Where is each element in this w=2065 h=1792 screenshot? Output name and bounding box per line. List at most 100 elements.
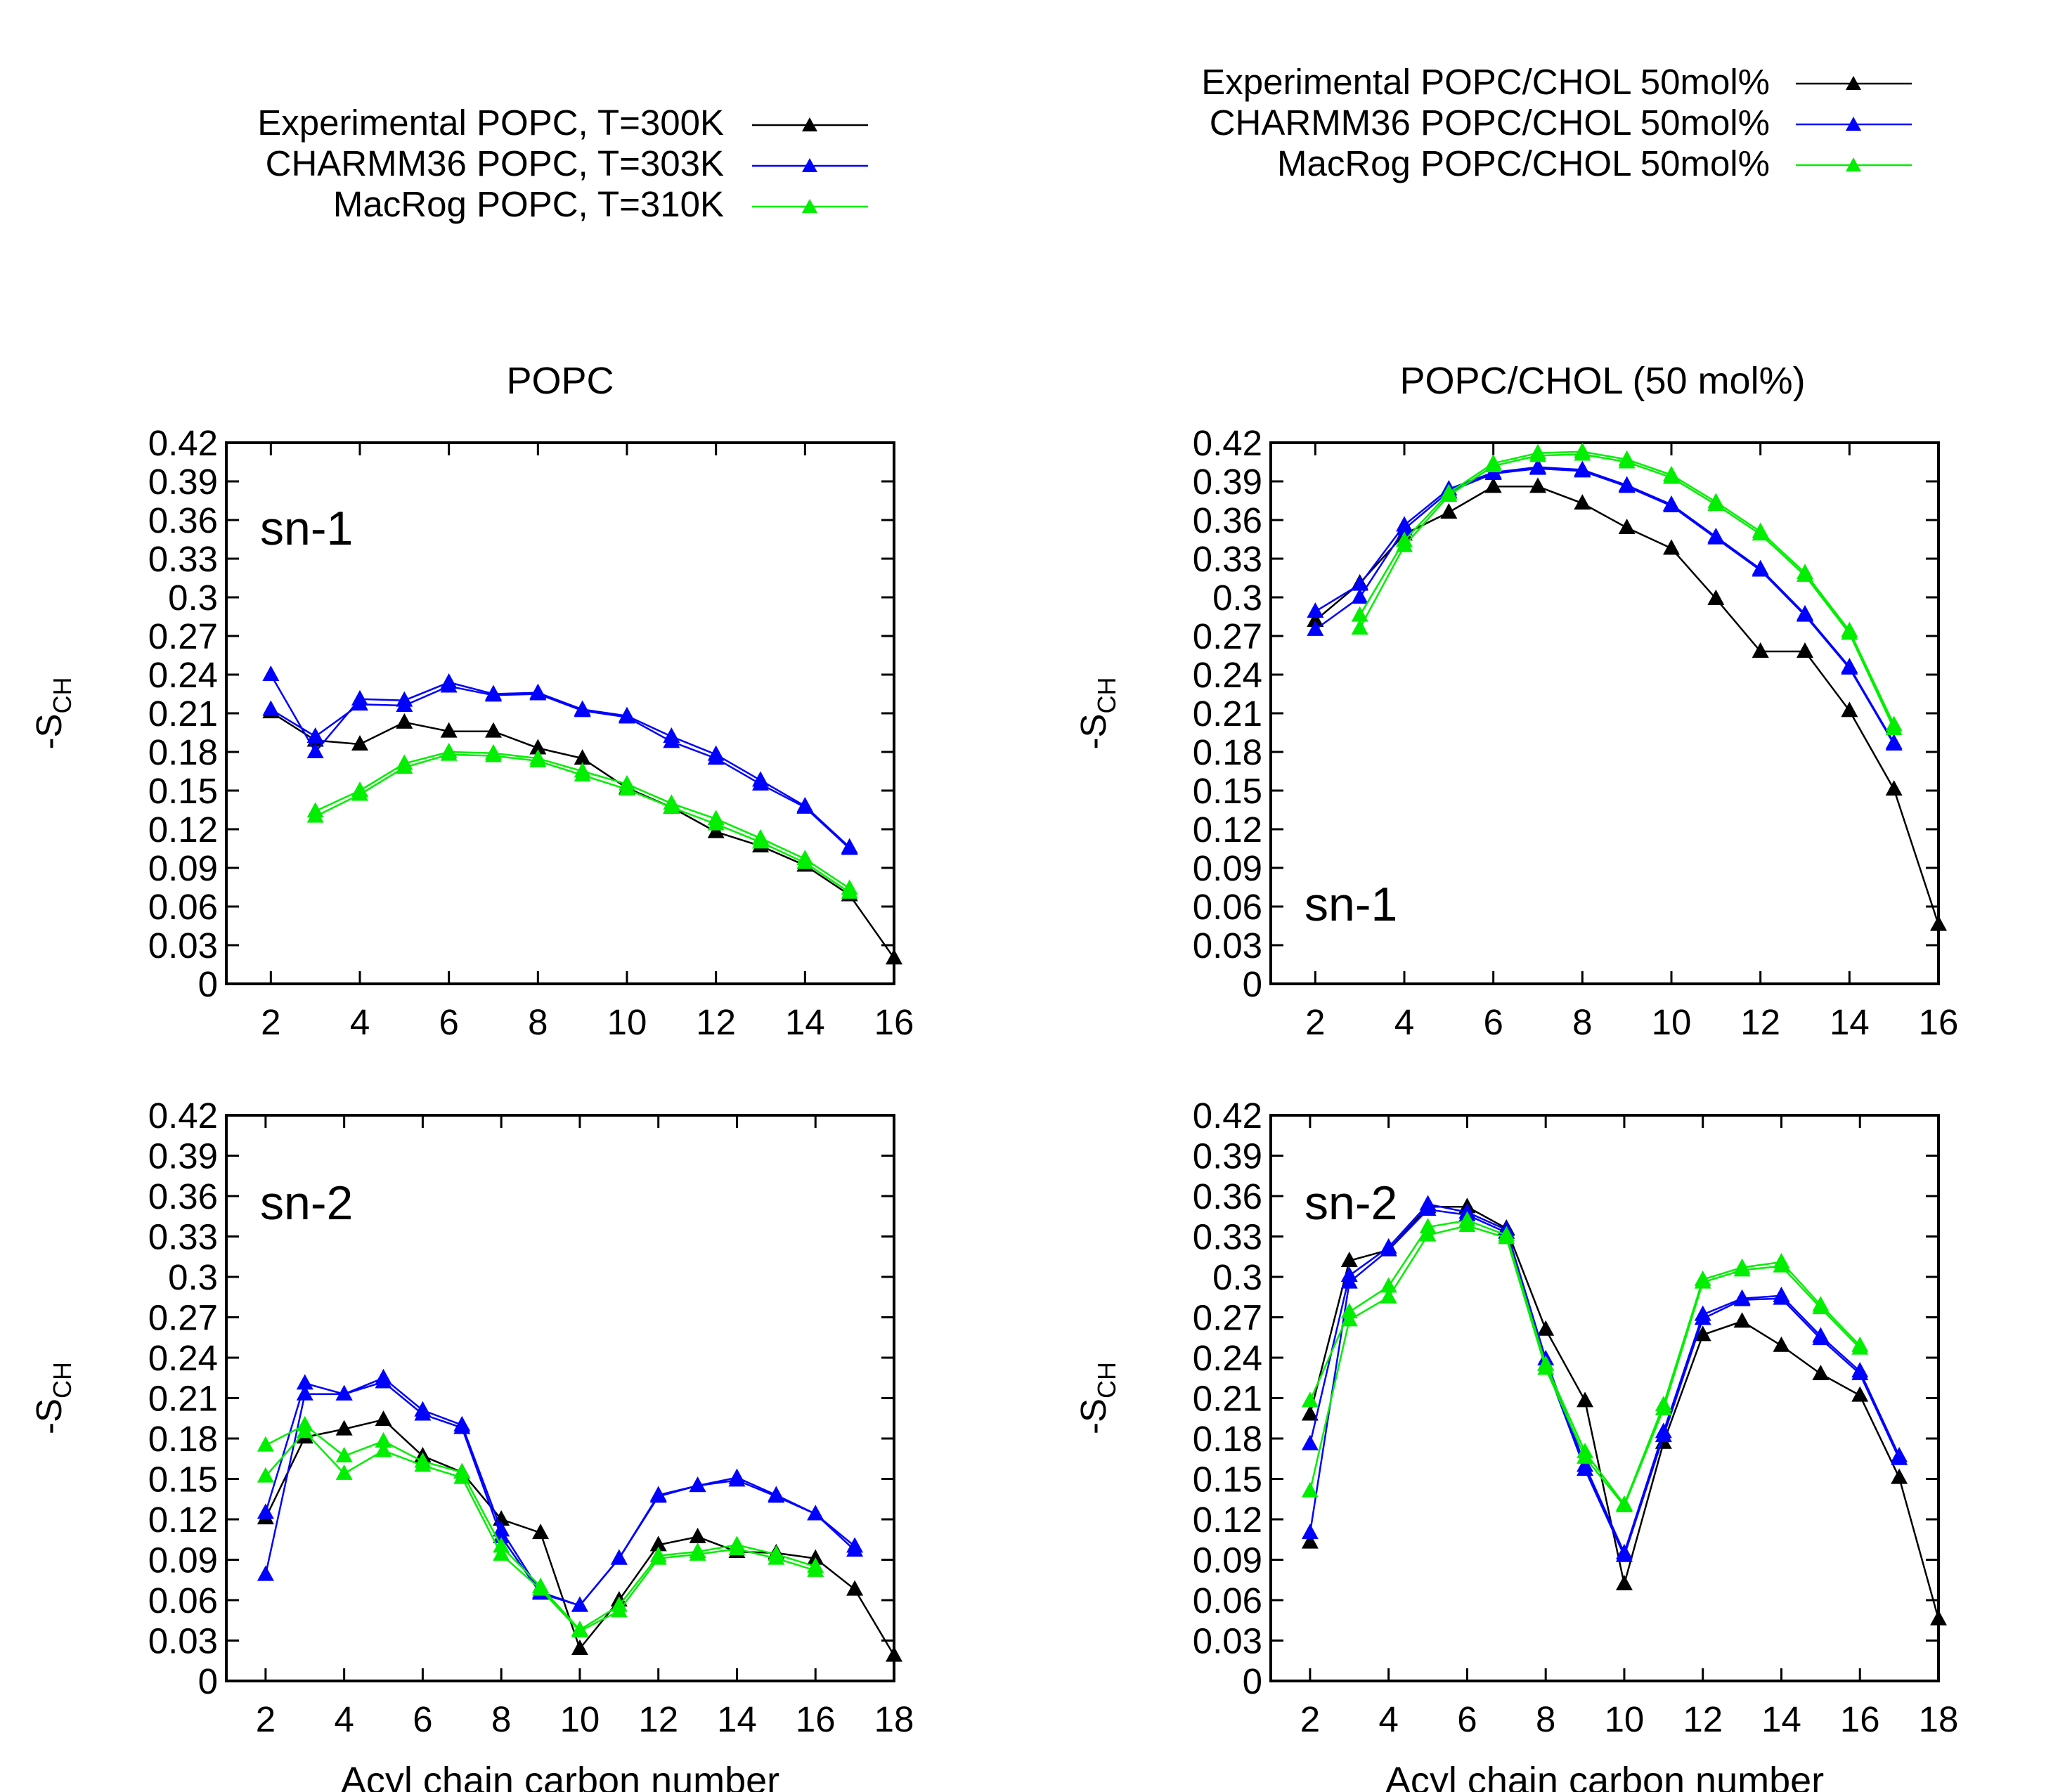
y-tick-label: 0.27 [1193,616,1262,656]
data-point [414,1405,432,1421]
data-point [1707,589,1725,605]
data-point [1440,503,1458,519]
y-tick-label: 0.03 [1193,1621,1262,1661]
data-point [1891,1468,1908,1484]
y-axis-label-main: -S [1073,1398,1113,1434]
data-point [529,739,547,755]
data-point [1773,1336,1790,1352]
data-point [1419,1218,1437,1234]
x-tick-label: 6 [413,1699,432,1739]
data-point [1851,1339,1869,1355]
data-point [1307,620,1324,636]
x-tick-label: 8 [528,1002,548,1042]
data-point [1351,619,1368,635]
data-point [1797,642,1813,658]
column-title-popc: POPC [506,360,614,402]
data-point [1340,1311,1358,1327]
data-point [1577,1391,1594,1408]
data-point [414,1456,432,1472]
data-point [1733,1290,1751,1306]
data-point [493,1545,510,1561]
legend-chol-label-1: CHARMM36 POPC/CHOL 50mol% [1210,103,1770,143]
data-point [707,749,725,765]
data-point [257,1565,274,1581]
data-point [1841,658,1858,675]
data-point [1885,780,1903,796]
x-tick-label: 2 [261,1002,280,1042]
x-tick-label: 4 [350,1002,370,1042]
data-point [1615,1575,1633,1590]
data-point [485,686,502,702]
data-point [1841,624,1858,640]
legend-popc-marker-1 [802,158,817,172]
data-point [1301,1481,1319,1498]
y-tick-label: 0.15 [1193,1460,1262,1500]
data-point [532,1580,550,1596]
data-point [728,1540,746,1556]
data-point [493,1510,510,1526]
series-line [1314,486,1940,926]
y-tick-label: 0.33 [1193,1217,1262,1257]
data-point [1733,1261,1751,1277]
data-point [571,1622,588,1638]
data-point [663,732,680,748]
x-tick-label: 2 [1305,1002,1325,1042]
x-tick-label: 16 [1840,1699,1880,1739]
y-tick-label: 0.12 [1193,1500,1262,1540]
data-point [689,1545,706,1561]
data-point [649,1535,667,1552]
data-point [1694,1273,1711,1289]
data-point [262,700,280,716]
y-axis-label: -SCH [29,1362,77,1434]
x-tick-label: 6 [1483,1002,1503,1042]
y-tick-label: 0.3 [168,1257,218,1297]
y-tick-label: 0.24 [148,1338,218,1378]
data-point [1797,566,1813,582]
data-point [846,1541,864,1557]
data-point [1351,606,1368,622]
y-tick-label: 0.39 [1193,1136,1262,1176]
y-axis-label-main: -S [1073,714,1113,750]
data-point [296,1374,313,1390]
data-point [796,853,814,869]
data-point [257,1436,274,1452]
data-point [571,1640,588,1655]
y-tick-label: 0.06 [148,1580,218,1621]
data-point [707,814,725,831]
x-tick-label: 14 [1761,1699,1801,1739]
legend-popc: Experimental POPC, T=300K CHARMM36 POPC,… [257,103,868,224]
y-tick-label: 0.36 [148,500,218,540]
y-tick-label: 0.42 [148,423,218,463]
data-point [1301,1434,1319,1450]
data-point [1663,496,1680,512]
data-point [493,1537,510,1553]
y-tick-label: 0 [1243,964,1262,1004]
data-point [1885,720,1903,735]
y-tick-label: 0.42 [1193,423,1262,463]
y-tick-label: 0.42 [148,1096,218,1136]
y-tick-label: 0.24 [148,655,218,695]
data-point [689,1476,706,1493]
series-line [270,685,850,850]
y-tick-label: 0.39 [148,1136,218,1176]
data-point [1733,1312,1751,1328]
data-point [375,1441,392,1457]
data-point [306,727,324,743]
data-point [257,1503,274,1519]
y-axis-label-sub: CH [48,677,77,714]
x-tick-label: 4 [334,1699,354,1739]
x-tick-label: 14 [717,1699,757,1739]
data-point [396,696,413,712]
data-point [1529,477,1546,493]
y-tick-label: 0.24 [1193,655,1262,695]
y-tick-label: 0.27 [1193,1298,1262,1338]
x-tick-label: 2 [256,1699,276,1739]
panel-label: sn-1 [260,502,353,555]
data-point [796,798,814,814]
y-axis-label-main: -S [29,714,69,750]
y-axis-label: -SCH [1073,677,1121,750]
data-point [1340,1273,1358,1289]
data-point [1663,539,1680,555]
data-point [453,1418,471,1434]
data-point [1812,1365,1830,1380]
